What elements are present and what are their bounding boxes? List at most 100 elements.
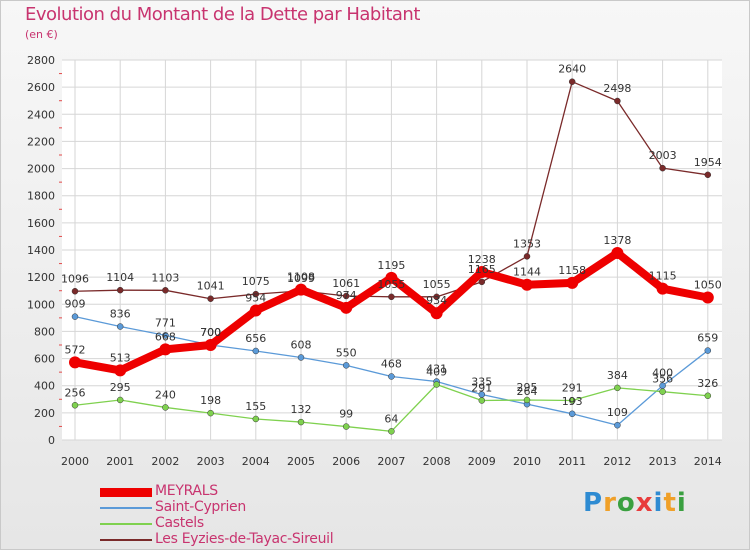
data-label: 1378 (603, 234, 631, 247)
y-tick-label: 1200 (27, 271, 55, 284)
y-tick-label: 2800 (27, 54, 55, 67)
data-label: 1165 (468, 263, 496, 276)
y-tick-label: 400 (34, 380, 55, 393)
data-point (342, 423, 350, 430)
data-label: 550 (336, 346, 357, 359)
data-label: 468 (381, 357, 402, 370)
data-label: 1075 (242, 275, 270, 288)
y-tick-label: 1400 (27, 244, 55, 257)
x-tick-label: 2001 (106, 455, 134, 468)
data-point (295, 283, 307, 296)
data-label: 2498 (603, 82, 631, 95)
data-label: 608 (291, 338, 312, 351)
data-label: 1099 (287, 272, 315, 285)
data-point (659, 388, 666, 395)
x-tick-label: 2005 (287, 455, 315, 468)
x-tick-label: 2009 (468, 455, 496, 468)
data-point (207, 409, 214, 417)
x-tick-label: 2004 (242, 455, 270, 468)
data-label: 836 (110, 308, 131, 321)
data-label: 771 (155, 316, 176, 329)
data-label: 155 (245, 400, 266, 413)
data-point (71, 313, 79, 320)
data-label: 356 (652, 373, 673, 386)
logo-letter: x (635, 488, 654, 518)
y-tick-label: 1000 (27, 298, 55, 311)
data-point (385, 271, 398, 284)
chart-title: Evolution du Montant de la Dette par Hab… (25, 4, 420, 25)
data-label: 700 (200, 326, 221, 339)
legend-swatch (100, 523, 152, 525)
data-point (475, 265, 488, 278)
legend-label: Castels (155, 515, 204, 531)
x-tick-label: 2008 (423, 455, 451, 468)
data-point (204, 339, 217, 351)
data-label: 409 (426, 365, 447, 378)
data-label: 1238 (468, 253, 496, 266)
data-label: 1103 (151, 271, 179, 284)
legend-swatch (100, 507, 152, 509)
data-point (614, 384, 621, 392)
data-point (430, 307, 443, 320)
data-point (704, 347, 712, 354)
legend-item: Les Eyzies-de-Tayac-Sireuil (100, 531, 420, 548)
data-point (162, 287, 169, 294)
data-point (116, 286, 124, 294)
data-point (523, 396, 531, 404)
x-tick-label: 2002 (151, 455, 179, 468)
logo-letter: t (663, 488, 677, 518)
data-point (116, 396, 124, 404)
data-label: 335 (471, 376, 492, 389)
data-label: 1353 (513, 237, 541, 250)
logo-letter: i (676, 488, 687, 518)
data-label: 1954 (694, 156, 722, 169)
x-tick-label: 2007 (377, 455, 405, 468)
data-label: 1041 (197, 280, 225, 293)
data-label: 909 (65, 298, 86, 311)
data-label: 2003 (649, 149, 677, 162)
y-tick-label: 2400 (27, 108, 55, 121)
data-label: 1055 (423, 278, 451, 291)
y-tick-label: 1800 (27, 190, 55, 203)
data-point (252, 347, 260, 355)
data-label: 295 (517, 381, 538, 394)
y-tick-label: 800 (34, 325, 55, 338)
data-label: 1055 (377, 278, 405, 291)
data-label: 2640 (558, 63, 586, 76)
x-tick-label: 2010 (513, 455, 541, 468)
data-label: 256 (65, 386, 86, 399)
data-point (656, 282, 669, 295)
data-point (611, 246, 624, 259)
data-label: 64 (384, 412, 398, 425)
data-label: 1104 (106, 271, 134, 284)
data-label: 132 (291, 403, 312, 416)
data-label: 974 (336, 289, 357, 302)
data-point (478, 278, 486, 286)
data-label: 1050 (694, 279, 722, 292)
proxiti-logo: Proxiti (583, 488, 687, 518)
data-label: 1158 (558, 264, 586, 277)
data-point (388, 428, 395, 435)
data-label: 1096 (61, 272, 89, 285)
data-point (340, 301, 353, 314)
data-point (297, 354, 305, 361)
data-point (342, 292, 350, 300)
data-label: 264 (517, 385, 538, 398)
legend-swatch (100, 487, 152, 497)
data-label: 513 (110, 351, 131, 364)
x-tick-label: 2012 (603, 455, 631, 468)
data-point (342, 362, 350, 369)
x-tick-label: 2003 (197, 455, 225, 468)
data-point (249, 304, 262, 317)
data-point (659, 164, 666, 172)
data-label: 99 (339, 408, 353, 421)
logo-letter: i (653, 488, 664, 518)
data-point (521, 278, 533, 291)
data-point (71, 288, 79, 295)
legend-item: Saint-Cyprien (100, 499, 420, 516)
data-label: 1115 (649, 270, 677, 283)
data-point (162, 404, 169, 411)
data-point (207, 295, 214, 302)
data-point (568, 410, 576, 418)
legend-label: MEYRALS (155, 483, 218, 499)
